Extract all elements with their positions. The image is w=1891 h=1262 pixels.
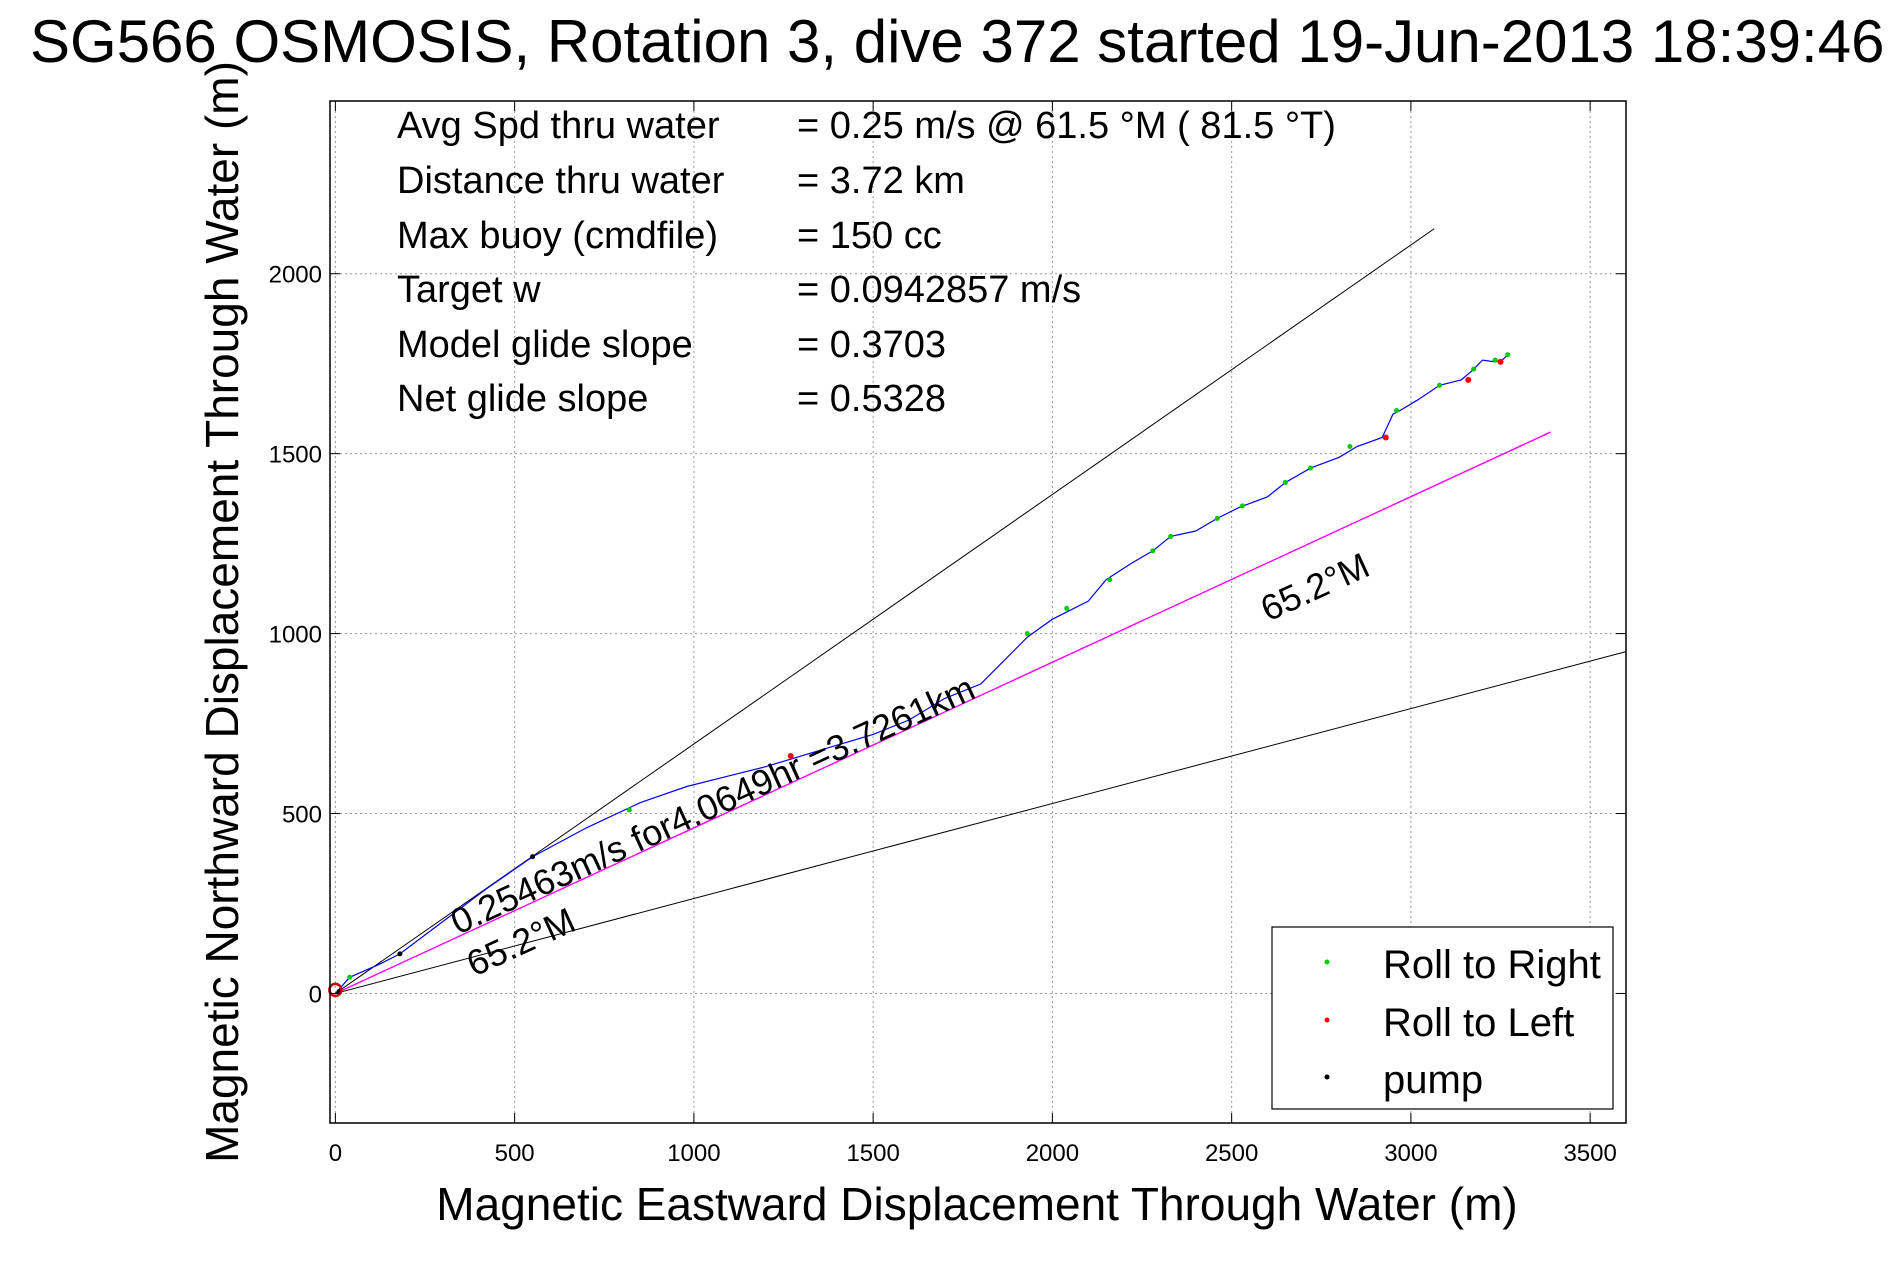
roll-left-point xyxy=(1465,376,1472,383)
pump-point xyxy=(530,854,536,860)
stat-label-target-w: Target w xyxy=(397,269,541,311)
legend-label-roll-right: Roll to Right xyxy=(1383,943,1601,987)
track-line xyxy=(334,354,1509,994)
glider-track xyxy=(334,354,1509,994)
stat-value-net-glide: = 0.5328 xyxy=(797,378,946,420)
roll-right-point xyxy=(1024,631,1030,637)
roll-right-point xyxy=(1282,479,1288,485)
roll-right-point xyxy=(1150,548,1156,554)
stat-label-model-glide: Model glide slope xyxy=(397,324,693,366)
roll-right-point xyxy=(1064,605,1070,611)
plot-frame xyxy=(329,100,1627,1124)
reference-line xyxy=(335,651,1627,994)
x-tick-label: 2500 xyxy=(1205,1140,1258,1167)
roll-right-point xyxy=(1492,357,1498,363)
legend-swatch-roll-left xyxy=(1324,1017,1330,1023)
roll-right-point xyxy=(1437,382,1443,388)
roll-right-point xyxy=(1394,407,1400,413)
legend-label-roll-left: Roll to Left xyxy=(1383,1001,1574,1045)
roll-right-point xyxy=(626,807,632,813)
y-tick-label: 500 xyxy=(282,802,322,829)
stat-value-avg-speed: = 0.25 m/s @ 61.5 °M ( 81.5 °T) xyxy=(797,105,1336,147)
x-axis-ticks: 0 500 1000 1500 2000 2500 3000 3500 xyxy=(329,101,1617,1167)
roll-right-point xyxy=(1347,443,1353,449)
stat-label-avg-speed: Avg Spd thru water xyxy=(397,105,720,147)
stat-label-net-glide: Net glide slope xyxy=(397,378,648,420)
stat-value-model-glide: = 0.3703 xyxy=(797,324,946,366)
y-axis-label: Magnetic Northward Displacement Through … xyxy=(196,61,248,1163)
stat-value-max-buoy: = 150 cc xyxy=(797,215,942,257)
x-tick-label: 2000 xyxy=(1026,1140,1079,1167)
roll-left-point xyxy=(1497,358,1504,365)
roll-right-point xyxy=(1308,465,1314,471)
target-heading-line-segment xyxy=(335,431,1552,995)
roll-right-point xyxy=(1505,352,1511,358)
x-tick-label: 3000 xyxy=(1384,1140,1437,1167)
legend-label-pump: pump xyxy=(1383,1058,1483,1102)
legend-swatch-roll-right xyxy=(1324,959,1330,965)
roll-right-point xyxy=(347,974,353,980)
roll-right-point xyxy=(1239,503,1245,509)
y-tick-label: 1000 xyxy=(269,622,322,649)
roll-right-point xyxy=(1471,366,1477,372)
legend: Roll to Right Roll to Left pump xyxy=(1271,926,1614,1110)
roll-right-point xyxy=(1214,515,1220,521)
y-tick-label: 1500 xyxy=(269,442,322,469)
legend-swatch-pump xyxy=(1324,1074,1330,1080)
chart-title: SG566 OSMOSIS, Rotation 3, dive 372 star… xyxy=(30,8,1884,75)
x-tick-label: 1000 xyxy=(667,1140,720,1167)
pump-point xyxy=(397,951,403,957)
x-tick-label: 0 xyxy=(329,1140,342,1167)
roll-right-point xyxy=(1107,577,1113,583)
stats-block: Avg Spd thru water = 0.25 m/s @ 61.5 °M … xyxy=(397,105,1336,420)
x-tick-label: 3500 xyxy=(1563,1140,1616,1167)
roll-left-point xyxy=(1382,434,1389,441)
y-tick-label: 0 xyxy=(309,981,322,1008)
x-axis-label: Magnetic Eastward Displacement Through W… xyxy=(436,1178,1517,1230)
stat-value-target-w: = 0.0942857 m/s xyxy=(797,269,1081,311)
stat-label-distance: Distance thru water xyxy=(397,160,725,202)
roll-left-point xyxy=(787,752,794,759)
stat-value-distance: = 3.72 km xyxy=(797,160,965,202)
x-tick-label: 1500 xyxy=(846,1140,899,1167)
target-heading-line xyxy=(335,431,1552,995)
roll-right-point xyxy=(1168,533,1174,539)
track-markers xyxy=(328,352,1511,998)
x-tick-label: 500 xyxy=(495,1140,535,1167)
stat-label-max-buoy: Max buoy (cmdfile) xyxy=(397,215,718,257)
y-tick-label: 2000 xyxy=(269,262,322,289)
y-axis-ticks: 0 500 1000 1500 2000 xyxy=(269,262,1626,1008)
